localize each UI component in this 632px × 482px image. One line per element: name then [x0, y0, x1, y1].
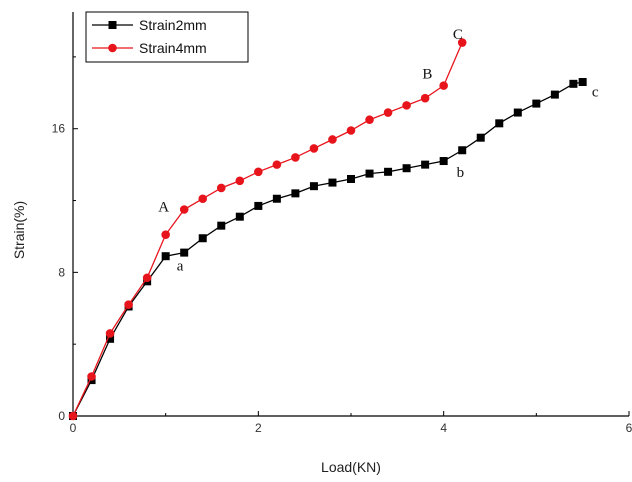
annotation-C: C — [453, 27, 463, 43]
x-axis-label: Load(KN) — [321, 459, 381, 475]
data-point-circle — [439, 81, 448, 90]
y-axis-label: Strain(%) — [11, 201, 27, 259]
data-point-square — [513, 108, 522, 117]
annotation-A: A — [158, 199, 169, 215]
y-tick-label: 0 — [58, 409, 65, 423]
x-tick-label: 6 — [626, 421, 632, 435]
data-point-square — [365, 169, 374, 178]
data-point-square — [532, 99, 541, 108]
point-annotations: Aa Bb Cc — [158, 27, 599, 275]
data-point-square — [458, 146, 467, 155]
data-point-square — [161, 252, 170, 261]
data-point-circle — [87, 372, 96, 381]
data-point-circle — [254, 167, 263, 177]
data-point-square — [476, 133, 485, 142]
data-point-circle — [383, 108, 393, 117]
data-point-square — [550, 90, 559, 99]
legend-label: Strain4mm — [139, 40, 207, 56]
legend-label: Strain2mm — [139, 17, 207, 33]
data-point-circle — [124, 300, 133, 309]
data-point-circle — [161, 230, 170, 239]
x-tick-label: 2 — [255, 421, 262, 435]
series-layer — [68, 38, 587, 421]
data-point-square — [291, 189, 300, 198]
data-point-circle — [198, 194, 208, 204]
data-point-square — [347, 174, 355, 183]
data-point-circle — [291, 153, 300, 162]
data-point-square — [495, 119, 504, 128]
data-point-circle — [272, 160, 282, 169]
data-point-circle — [328, 135, 337, 144]
series-Strain4mm — [68, 38, 467, 421]
data-point-square — [402, 164, 411, 173]
y-tick-label: 8 — [58, 265, 65, 279]
data-point-circle — [457, 38, 467, 47]
x-tick-label: 4 — [440, 421, 447, 435]
data-point-square — [439, 157, 448, 166]
data-point-square — [272, 194, 281, 203]
annotation-b: b — [457, 165, 465, 181]
data-point-square — [421, 160, 430, 169]
series-line — [72, 42, 463, 417]
data-point-circle — [68, 411, 78, 421]
x-tick-label: 0 — [70, 421, 77, 435]
legend-box — [85, 11, 249, 63]
legend-marker-circle — [108, 43, 117, 53]
data-point-square — [328, 178, 337, 187]
y-tick-label: 16 — [52, 122, 66, 136]
data-point-circle — [142, 273, 152, 283]
data-point-circle — [346, 126, 356, 135]
annotation-c: c — [592, 84, 599, 100]
data-point-circle — [216, 183, 226, 193]
data-point-square — [217, 221, 226, 230]
data-point-circle — [105, 329, 115, 338]
legend-marker-square — [108, 21, 117, 29]
legend: Strain2mm Strain4mm — [85, 11, 249, 63]
data-point-square — [198, 234, 207, 243]
data-point-circle — [179, 205, 189, 214]
data-point-circle — [235, 176, 245, 186]
data-point-square — [106, 334, 115, 343]
data-point-circle — [420, 93, 430, 103]
data-point-square — [309, 182, 318, 191]
data-point-square — [578, 78, 587, 87]
data-point-square — [569, 79, 578, 88]
annotation-a: a — [177, 259, 184, 275]
data-point-circle — [402, 101, 411, 110]
data-point-square — [235, 212, 244, 221]
data-point-square — [384, 167, 393, 176]
data-point-square — [180, 248, 189, 257]
data-point-circle — [309, 144, 319, 153]
annotation-B: B — [422, 66, 432, 82]
data-point-circle — [365, 115, 374, 125]
data-point-square — [254, 201, 263, 210]
